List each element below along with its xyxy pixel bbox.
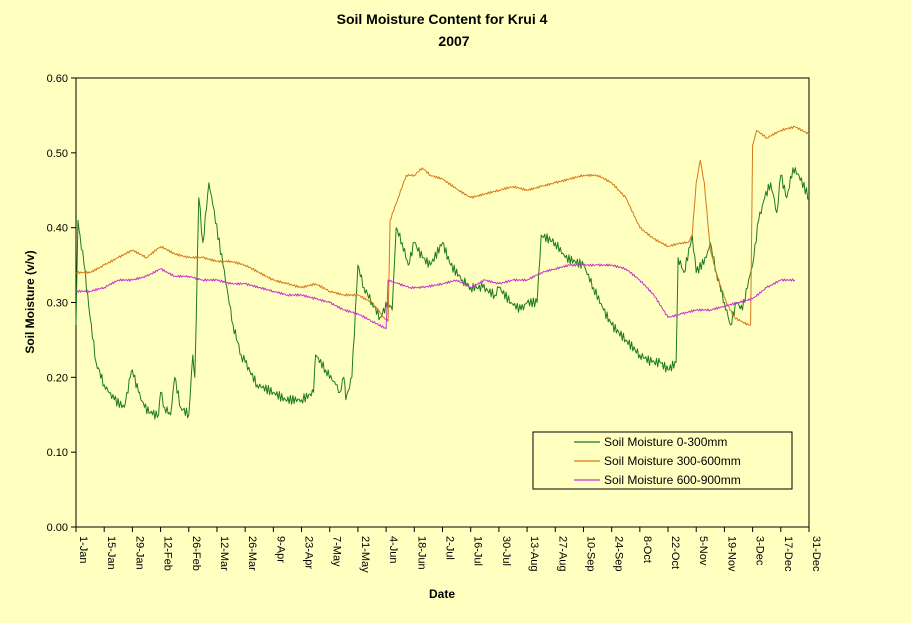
x-tick-label: 10-Sep [584,536,596,571]
x-tick-label: 16-Jul [472,536,484,566]
y-tick-label: 0.20 [47,372,68,384]
chart-title: Soil Moisture Content for Krui 4 [337,11,548,27]
x-tick-label: 31-Dec [810,536,822,572]
x-tick-label: 3-Dec [754,536,766,566]
chart-subtitle: 2007 [438,33,469,49]
y-tick-label: 0.00 [47,522,68,534]
x-tick-label: 23-Apr [303,536,315,569]
x-tick-label: 30-Jul [500,536,512,566]
x-tick-label: 4-Jun [387,536,399,564]
x-tick-label: 17-Dec [782,536,794,572]
legend: Soil Moisture 0-300mm Soil Moisture 300-6… [532,431,793,490]
y-tick-label: 0.40 [47,223,68,235]
x-tick-label: 7-May [331,536,343,567]
y-tick-label: 0.30 [47,298,68,310]
series-line-3 [75,263,796,330]
x-tick-label: 13-Aug [528,536,540,571]
x-tick-label: 24-Sep [613,536,625,571]
legend-label: Soil Moisture 0-300mm [604,435,727,449]
legend-label: Soil Moisture 600-900mm [604,473,741,487]
x-tick-label: 12-Mar [218,536,230,571]
x-tick-label: 5-Nov [697,536,709,566]
x-tick-label: 9-Apr [274,536,286,563]
x-tick-label: 12-Feb [162,536,174,571]
x-tick-label: 15-Jan [105,536,117,570]
x-tick-label: 1-Jan [77,536,89,564]
y-axis-label: Soil Moisture (v/v) [23,250,37,353]
y-tick-label: 0.50 [47,148,68,160]
series-line-2 [75,125,810,326]
x-tick-label: 8-Oct [641,536,653,563]
series-line-1 [75,167,810,420]
y-tick-label: 0.10 [47,447,68,459]
x-tick-label: 21-May [359,536,371,573]
x-axis-label: Date [429,587,455,601]
y-tick-label: 0.60 [47,73,68,85]
x-tick-label: 26-Mar [246,536,258,571]
x-axis: 1-Jan 15-Jan 29-Jan 12-Feb 26-Feb 12-Mar 26-Ma… [75,527,822,573]
x-tick-label: 18-Jun [415,536,427,570]
x-tick-label: 22-Oct [669,536,681,569]
legend-label: Soil Moisture 300-600mm [604,454,741,468]
x-tick-label: 2-Jul [444,536,456,560]
x-tick-label: 27-Aug [556,536,568,571]
x-tick-label: 19-Nov [725,536,737,572]
x-tick-label: 29-Jan [133,536,145,570]
x-tick-label: 26-Feb [190,536,202,571]
series-lines [75,125,810,420]
y-axis: 0.00 0.10 0.20 0.30 0.40 0.50 0.60 [47,73,76,534]
